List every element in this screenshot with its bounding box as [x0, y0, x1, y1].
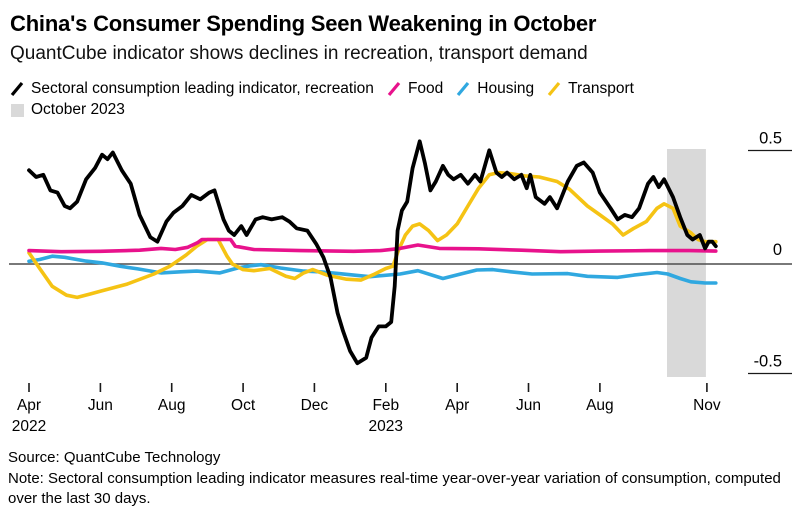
legend: Sectoral consumption leading indicator, … — [10, 78, 634, 120]
legend-label-housing: Housing — [477, 79, 535, 97]
x-axis-label: Nov — [693, 397, 721, 414]
highlight-band-october-2023 — [667, 149, 706, 377]
x-axis-label: Aug — [158, 397, 186, 414]
legend-row-band: October 2023 — [10, 99, 634, 120]
housing-slash-icon — [457, 81, 470, 96]
series-line-recreation — [27, 139, 718, 366]
page-subtitle: QuantCube indicator shows declines in re… — [10, 43, 588, 64]
series-line-housing — [27, 254, 718, 285]
series-line-food — [27, 237, 718, 254]
food-slash-icon — [387, 81, 401, 96]
legend-label-transport: Transport — [568, 79, 634, 97]
x-axis-label: Jun — [88, 397, 113, 414]
page-title: China's Consumer Spending Seen Weakening… — [10, 11, 597, 36]
x-axis-label: Oct — [231, 397, 256, 414]
series-line-transport — [27, 170, 718, 300]
x-axis-year-label: 2022 — [12, 418, 46, 435]
y-axis-label: 0 — [773, 241, 782, 259]
legend-item-october-band: October 2023 — [10, 101, 125, 119]
legend-label-food: Food — [407, 79, 444, 97]
legend-item-transport: Transport — [547, 80, 634, 98]
x-axis-label: Apr — [17, 397, 41, 414]
legend-label-recreation: Sectoral consumption leading indicator, … — [31, 79, 374, 97]
legend-item-food: Food — [387, 80, 443, 98]
x-axis-year-label: 2023 — [369, 418, 403, 435]
legend-label-october-band: October 2023 — [31, 100, 125, 118]
x-axis-label: Dec — [301, 397, 329, 414]
x-axis-label: Apr — [445, 397, 469, 414]
y-axis-label: 0.5 — [759, 130, 782, 148]
note-text: Note: Sectoral consumption leading indic… — [8, 469, 781, 508]
y-axis-label: -0.5 — [754, 353, 782, 371]
x-axis-label: Jun — [516, 397, 541, 414]
recreation-slash-icon — [10, 81, 24, 96]
chart-footer: Source: QuantCube Technology Note: Secto… — [8, 448, 792, 510]
source-text: Source: QuantCube Technology — [8, 449, 221, 466]
legend-item-recreation: Sectoral consumption leading indicator, … — [10, 80, 374, 98]
october-band-swatch-icon — [11, 103, 24, 117]
legend-row-series: Sectoral consumption leading indicator, … — [10, 78, 634, 99]
x-axis-label: Feb — [372, 397, 399, 414]
legend-item-housing: Housing — [456, 80, 534, 98]
x-axis-label: Aug — [586, 397, 614, 414]
transport-slash-icon — [547, 81, 561, 96]
